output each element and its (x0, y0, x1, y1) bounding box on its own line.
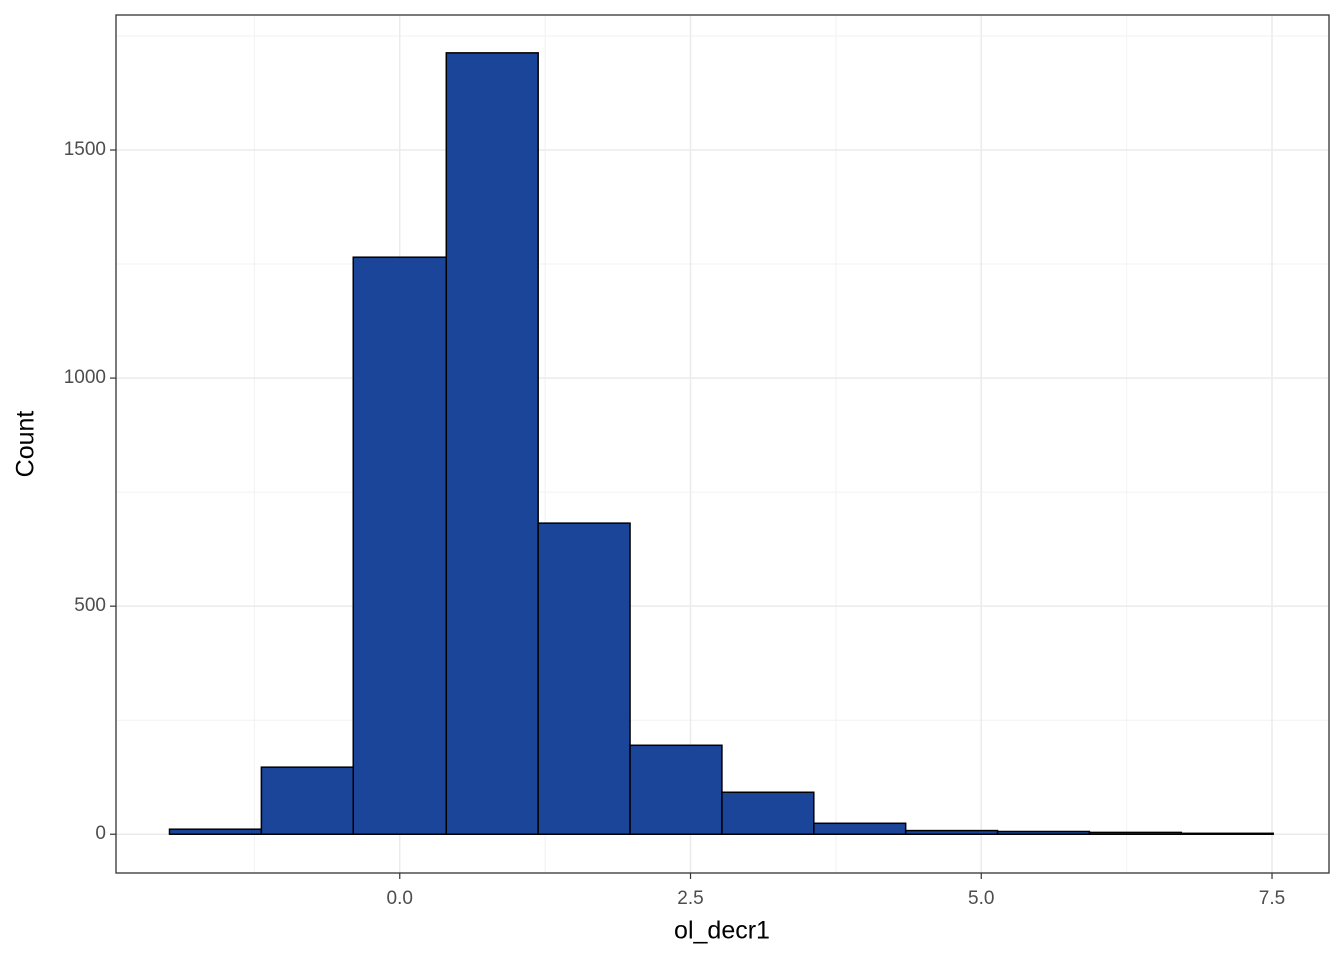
y-axis-title: Count (12, 411, 40, 478)
y-tick-label: 1500 (64, 139, 106, 160)
y-tick-label: 0 (95, 823, 106, 844)
x-tick-label: 5.0 (968, 888, 994, 909)
x-axis-title: ol_decr1 (674, 917, 770, 945)
bar (260, 766, 355, 835)
bar (352, 256, 448, 835)
x-tick-label: 7.5 (1259, 888, 1285, 909)
bar (1088, 831, 1183, 835)
y-tick-label: 1000 (64, 367, 106, 388)
bar (1180, 832, 1274, 835)
bar (629, 744, 723, 835)
bar (996, 830, 1091, 835)
x-tick-label: 0.0 (387, 888, 413, 909)
bar (445, 52, 539, 835)
bar (721, 791, 815, 835)
bar (813, 822, 907, 835)
panel-border (115, 14, 1330, 874)
bar (537, 522, 631, 835)
y-tick-label: 500 (74, 595, 106, 616)
bar (168, 828, 263, 835)
bar (904, 829, 999, 835)
x-tick-label: 2.5 (677, 888, 703, 909)
